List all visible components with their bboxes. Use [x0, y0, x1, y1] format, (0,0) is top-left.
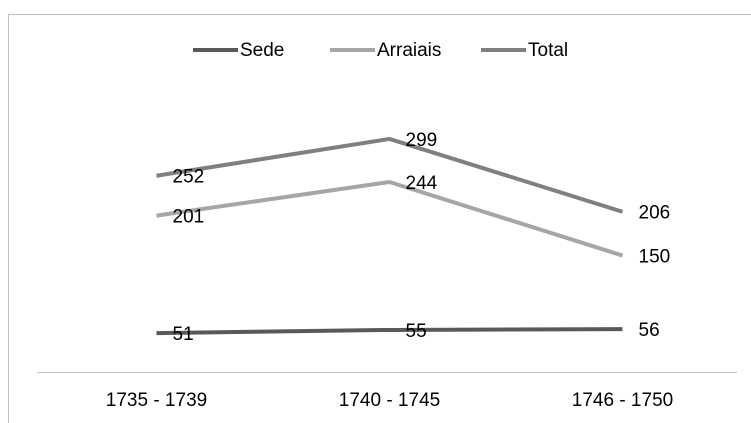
data-label: 299	[406, 130, 438, 151]
x-tick-label: 1740 - 1745	[339, 390, 440, 411]
data-label: 55	[406, 321, 427, 342]
series-line	[156, 136, 624, 214]
legend-label: Arraiais	[377, 40, 441, 61]
data-label: 206	[639, 203, 671, 224]
x-tick-label: 1735 - 1739	[106, 390, 207, 411]
data-label: 201	[173, 207, 205, 228]
data-label: 51	[173, 324, 194, 345]
series-line	[156, 327, 623, 336]
data-label: 56	[639, 320, 660, 341]
chart-frame	[8, 14, 751, 423]
series-line	[156, 179, 624, 258]
data-label: 252	[173, 167, 205, 188]
data-label: 150	[639, 247, 671, 268]
data-label: 244	[406, 173, 438, 194]
x-tick-label: 1746 - 1750	[572, 390, 673, 411]
legend-label: Total	[528, 40, 568, 61]
legend-label: Sede	[240, 40, 284, 61]
